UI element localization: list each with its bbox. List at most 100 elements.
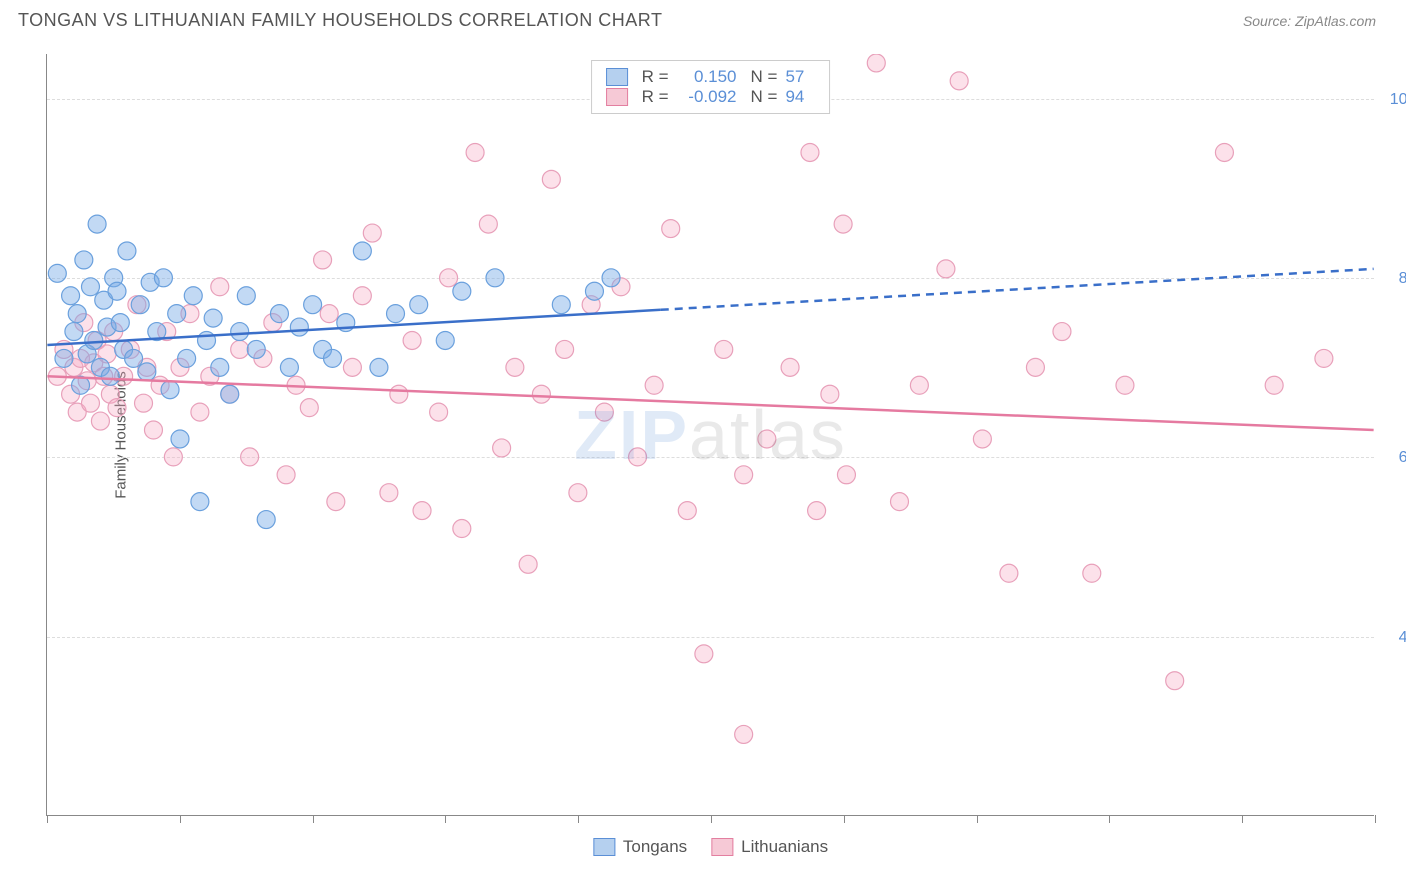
point-lithuanians <box>1083 564 1101 582</box>
legend-n-value: 57 <box>785 67 815 87</box>
point-tongans <box>68 305 86 323</box>
point-lithuanians <box>973 430 991 448</box>
point-lithuanians <box>678 502 696 520</box>
point-lithuanians <box>629 448 647 466</box>
point-lithuanians <box>466 143 484 161</box>
point-lithuanians <box>645 376 663 394</box>
point-tongans <box>237 287 255 305</box>
legend-swatch <box>606 88 628 106</box>
point-lithuanians <box>493 439 511 457</box>
legend-correlation-row: R =0.150N =57 <box>606 67 816 87</box>
point-tongans <box>221 385 239 403</box>
legend-swatch <box>593 838 615 856</box>
point-lithuanians <box>353 287 371 305</box>
point-lithuanians <box>735 466 753 484</box>
point-tongans <box>231 323 249 341</box>
point-lithuanians <box>327 493 345 511</box>
x-tick <box>180 815 181 823</box>
point-lithuanians <box>1215 143 1233 161</box>
x-tick <box>445 815 446 823</box>
point-lithuanians <box>821 385 839 403</box>
point-lithuanians <box>891 493 909 511</box>
point-tongans <box>353 242 371 260</box>
chart-svg <box>47 54 1374 815</box>
point-tongans <box>65 323 83 341</box>
point-lithuanians <box>479 215 497 233</box>
point-lithuanians <box>1265 376 1283 394</box>
point-tongans <box>161 381 179 399</box>
point-lithuanians <box>241 448 259 466</box>
x-tick <box>1109 815 1110 823</box>
trend-lithuanians <box>47 376 1373 430</box>
point-tongans <box>602 269 620 287</box>
point-lithuanians <box>937 260 955 278</box>
point-tongans <box>125 349 143 367</box>
x-tick <box>711 815 712 823</box>
point-tongans <box>585 282 603 300</box>
x-tick <box>1375 815 1376 823</box>
point-lithuanians <box>440 269 458 287</box>
point-lithuanians <box>781 358 799 376</box>
point-tongans <box>178 349 196 367</box>
legend-correlation: R =0.150N =57R = -0.092 N = 94 <box>591 60 831 114</box>
point-lithuanians <box>413 502 431 520</box>
point-lithuanians <box>1315 349 1333 367</box>
point-tongans <box>118 242 136 260</box>
point-tongans <box>257 511 275 529</box>
point-lithuanians <box>662 220 680 238</box>
point-lithuanians <box>453 520 471 538</box>
point-lithuanians <box>343 358 361 376</box>
y-tick-label: 60.0% <box>1384 449 1406 467</box>
point-lithuanians <box>380 484 398 502</box>
point-lithuanians <box>1000 564 1018 582</box>
point-tongans <box>290 318 308 336</box>
legend-swatch <box>711 838 733 856</box>
point-lithuanians <box>81 394 99 412</box>
point-lithuanians <box>506 358 524 376</box>
point-tongans <box>247 340 265 358</box>
point-lithuanians <box>715 340 733 358</box>
point-lithuanians <box>1166 672 1184 690</box>
legend-r-value: -0.092 <box>677 87 737 107</box>
point-lithuanians <box>211 278 229 296</box>
point-lithuanians <box>834 215 852 233</box>
point-lithuanians <box>837 466 855 484</box>
point-tongans <box>62 287 80 305</box>
point-lithuanians <box>519 555 537 573</box>
legend-series-label: Lithuanians <box>741 837 828 857</box>
legend-series-item: Lithuanians <box>711 837 828 857</box>
point-tongans <box>370 358 388 376</box>
point-lithuanians <box>1053 323 1071 341</box>
x-tick <box>844 815 845 823</box>
point-lithuanians <box>164 448 182 466</box>
point-tongans <box>168 305 186 323</box>
point-tongans <box>211 358 229 376</box>
point-lithuanians <box>135 394 153 412</box>
legend-n-label: N = <box>751 87 778 107</box>
point-lithuanians <box>808 502 826 520</box>
point-lithuanians <box>390 385 408 403</box>
point-tongans <box>436 332 454 350</box>
point-lithuanians <box>801 143 819 161</box>
x-tick <box>1242 815 1243 823</box>
point-tongans <box>88 215 106 233</box>
x-tick <box>313 815 314 823</box>
legend-n-value: 94 <box>785 87 815 107</box>
legend-r-label: R = <box>642 87 669 107</box>
point-tongans <box>55 349 73 367</box>
point-lithuanians <box>556 340 574 358</box>
legend-r-value: 0.150 <box>677 67 737 87</box>
point-lithuanians <box>144 421 162 439</box>
point-lithuanians <box>430 403 448 421</box>
point-lithuanians <box>314 251 332 269</box>
point-tongans <box>387 305 405 323</box>
point-tongans <box>171 430 189 448</box>
chart-title: TONGAN VS LITHUANIAN FAMILY HOUSEHOLDS C… <box>18 10 662 31</box>
point-lithuanians <box>867 54 885 72</box>
x-tick <box>578 815 579 823</box>
legend-series-label: Tongans <box>623 837 687 857</box>
point-tongans <box>75 251 93 269</box>
y-tick-label: 100.0% <box>1384 91 1406 109</box>
point-lithuanians <box>231 340 249 358</box>
point-lithuanians <box>542 170 560 188</box>
